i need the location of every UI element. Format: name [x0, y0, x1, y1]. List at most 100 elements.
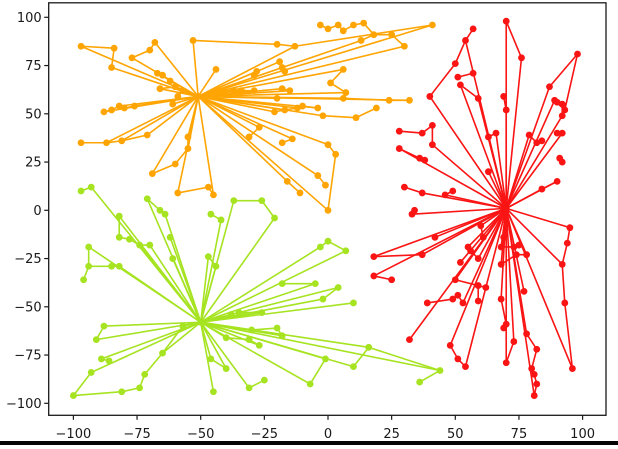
- y-tick-label: −50: [14, 300, 41, 315]
- data-point: [388, 31, 396, 39]
- edge-line: [454, 278, 480, 287]
- data-point: [566, 224, 574, 232]
- edge-line: [454, 39, 467, 65]
- edge-line: [505, 114, 564, 210]
- data-point: [288, 135, 296, 143]
- edge-line: [171, 95, 199, 105]
- y-tick-label: 50: [25, 107, 42, 122]
- edge-line: [322, 114, 357, 119]
- edge-line: [418, 369, 441, 383]
- edge-line: [505, 207, 571, 229]
- data-point: [456, 259, 464, 266]
- data-point: [316, 21, 324, 29]
- edge-line: [197, 95, 294, 140]
- data-point: [569, 365, 576, 372]
- edge-line: [72, 371, 93, 397]
- data-point: [416, 378, 424, 386]
- hub-point: [502, 204, 510, 212]
- edge-line: [197, 95, 324, 117]
- data-point: [456, 81, 464, 89]
- data-point: [500, 324, 508, 332]
- data-point: [469, 25, 477, 33]
- edge-line: [192, 39, 278, 46]
- data-point: [245, 336, 253, 344]
- data-point: [563, 239, 571, 247]
- data-point: [454, 291, 462, 299]
- edge-line: [454, 207, 508, 281]
- data-point: [459, 299, 467, 307]
- edge-line: [146, 95, 199, 136]
- data-point: [525, 131, 533, 139]
- data-point: [271, 108, 278, 116]
- data-point: [118, 388, 126, 396]
- edge-line: [495, 132, 508, 210]
- data-point: [281, 67, 289, 75]
- data-point: [482, 284, 490, 291]
- data-point: [342, 247, 350, 255]
- data-point: [530, 370, 538, 378]
- data-point: [245, 133, 253, 141]
- edge-line: [505, 57, 523, 210]
- edge-line: [505, 132, 564, 210]
- data-point: [451, 276, 459, 284]
- edge-line: [151, 95, 199, 175]
- data-point: [324, 25, 332, 33]
- edge-line: [563, 53, 579, 111]
- data-point: [421, 156, 429, 164]
- data-point: [418, 129, 426, 137]
- data-point: [558, 260, 566, 268]
- data-point: [217, 216, 225, 224]
- edge-line: [500, 207, 508, 300]
- data-point: [314, 104, 322, 112]
- edge-line: [561, 263, 566, 304]
- edge-line: [327, 153, 337, 212]
- edge-line: [449, 207, 508, 347]
- data-point: [327, 79, 334, 87]
- y-tick-label: 0: [33, 204, 41, 219]
- data-point: [500, 233, 508, 241]
- data-point: [418, 251, 426, 259]
- data-point: [502, 359, 510, 367]
- data-point: [492, 129, 500, 137]
- data-point: [538, 185, 546, 193]
- edge-line: [197, 95, 289, 183]
- y-tick-label: 25: [25, 156, 42, 171]
- edge-line: [505, 207, 536, 397]
- data-point: [105, 357, 113, 365]
- data-point: [408, 210, 416, 218]
- data-point: [255, 123, 263, 131]
- edge-line: [342, 97, 390, 102]
- data-point: [474, 282, 482, 289]
- edge-line: [199, 255, 210, 324]
- edge-line: [199, 321, 227, 370]
- data-point: [513, 251, 520, 259]
- data-point: [370, 31, 378, 39]
- edge-line: [225, 336, 250, 341]
- data-point: [299, 102, 306, 110]
- data-point: [131, 102, 138, 110]
- edge-line: [477, 97, 508, 210]
- data-point: [467, 247, 474, 255]
- data-point: [469, 69, 477, 77]
- x-tick-label: −100: [56, 427, 92, 442]
- data-point: [306, 380, 314, 388]
- data-point: [156, 85, 164, 93]
- edge-line: [197, 95, 215, 196]
- edge-line: [505, 207, 564, 266]
- data-point: [350, 21, 357, 29]
- data-point: [518, 54, 525, 62]
- hub-point: [197, 318, 205, 326]
- x-tick-label: 50: [447, 427, 464, 442]
- data-point: [146, 46, 154, 54]
- edge-line: [199, 321, 215, 393]
- data-point: [141, 370, 149, 378]
- edge-line: [459, 84, 480, 100]
- data-point: [171, 83, 179, 91]
- data-point: [449, 187, 457, 195]
- data-point: [400, 183, 408, 191]
- edge-line: [500, 298, 508, 325]
- plot-border: [48, 2, 607, 416]
- edge-line: [373, 207, 508, 258]
- edge-line: [197, 95, 329, 212]
- data-point: [350, 363, 357, 371]
